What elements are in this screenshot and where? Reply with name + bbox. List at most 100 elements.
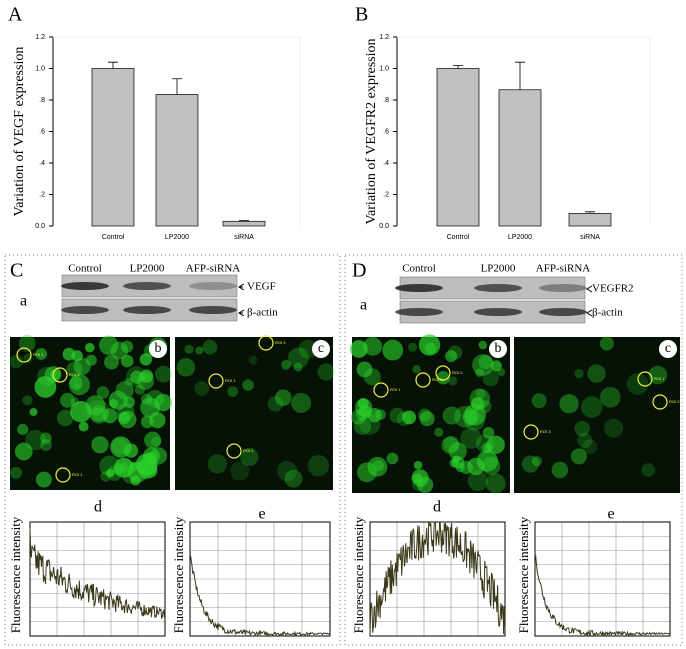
- cell: [25, 429, 46, 451]
- blot-band: [395, 308, 443, 316]
- cell: [154, 393, 172, 412]
- cell: [195, 346, 204, 355]
- y-tick-label: 1.0: [35, 65, 45, 72]
- panel-letter: D: [352, 260, 366, 282]
- cell: [353, 417, 372, 435]
- plot-letter: d: [433, 499, 441, 516]
- cell: [436, 370, 450, 385]
- cell: [448, 376, 458, 386]
- x-tick-label: siRNA: [580, 234, 600, 241]
- roi: [208, 373, 224, 389]
- band-label: VEGF: [247, 281, 276, 293]
- cell: [248, 355, 258, 365]
- roi-label: ROI 2: [243, 448, 254, 453]
- cell: [111, 438, 129, 455]
- cell: [207, 454, 228, 474]
- cell: [478, 354, 493, 370]
- arrow: [238, 309, 245, 317]
- blot-band: [474, 308, 522, 316]
- plot-y-label: Fluorescence intensity: [171, 516, 186, 633]
- cell: [150, 436, 162, 447]
- cell: [102, 408, 118, 424]
- cell: [350, 340, 368, 358]
- cell: [100, 471, 111, 482]
- cell: [121, 340, 134, 353]
- blot-band: [189, 282, 237, 290]
- cell: [108, 390, 128, 410]
- y-tick-label: 1.0: [379, 65, 389, 72]
- cell: [574, 368, 584, 379]
- blot-band: [123, 306, 171, 314]
- cell: [227, 386, 239, 397]
- cell: [134, 384, 145, 395]
- plot-frame: [369, 521, 506, 637]
- roi: [55, 467, 71, 483]
- cell: [570, 448, 587, 465]
- cell: [277, 460, 298, 482]
- cell: [202, 339, 218, 355]
- cell: [441, 436, 459, 454]
- cell: [35, 471, 52, 488]
- cell: [626, 373, 649, 395]
- cell: [460, 427, 482, 449]
- cell: [475, 368, 485, 377]
- cell: [66, 361, 83, 378]
- bar: [155, 94, 199, 227]
- roi-label: ROI 2: [69, 372, 80, 377]
- roi: [16, 347, 32, 363]
- cell: [445, 350, 458, 363]
- image-letter-bg: [312, 340, 330, 358]
- cell: [29, 407, 38, 417]
- cell: [648, 365, 668, 385]
- cell: [120, 354, 134, 368]
- cell: [274, 389, 292, 407]
- intensity-trace: [369, 522, 506, 635]
- cell: [73, 383, 82, 392]
- lane-label: Control: [68, 263, 102, 275]
- lane-label: LP2000: [481, 263, 516, 275]
- cell: [490, 360, 502, 372]
- cell: [149, 412, 166, 429]
- cell: [577, 432, 593, 449]
- intensity-trace: [29, 527, 166, 620]
- cell: [176, 358, 196, 377]
- cell: [587, 364, 606, 383]
- lane-label: AFP-siRNA: [536, 263, 590, 275]
- cell: [139, 353, 153, 366]
- x-tick-label: LP2000: [165, 234, 189, 241]
- y-tick-label: 0.0: [379, 223, 389, 230]
- image-letter-bg: [659, 340, 677, 358]
- cell: [22, 395, 33, 406]
- bar: [222, 220, 266, 227]
- sub-letter: a: [20, 293, 27, 310]
- cell: [39, 438, 53, 451]
- cell: [486, 435, 505, 454]
- roi: [523, 424, 539, 440]
- cell: [418, 408, 432, 422]
- cell: [641, 463, 656, 477]
- cell: [110, 436, 132, 458]
- plot-letter: e: [258, 506, 265, 523]
- roi: [52, 367, 68, 383]
- plot-y-label: Fluorescence intensity: [351, 516, 366, 633]
- plot-letter: e: [607, 506, 614, 523]
- intensity-trace: [189, 554, 331, 637]
- blot-band: [539, 284, 587, 292]
- plot-frame: [534, 521, 671, 637]
- blot-band: [61, 306, 109, 314]
- cell: [363, 336, 383, 356]
- roi: [258, 335, 274, 351]
- fluorescence-image: [514, 337, 680, 493]
- image-letter-bg: [149, 340, 167, 358]
- cell: [113, 464, 124, 475]
- cell: [124, 377, 133, 386]
- roi: [652, 394, 668, 410]
- cell: [106, 468, 115, 478]
- x-tick-label: Control: [102, 234, 125, 241]
- cell: [68, 374, 90, 396]
- roi: [373, 382, 389, 398]
- cell: [298, 339, 318, 359]
- blot-band: [189, 306, 237, 314]
- x-tick-label: Control: [447, 234, 470, 241]
